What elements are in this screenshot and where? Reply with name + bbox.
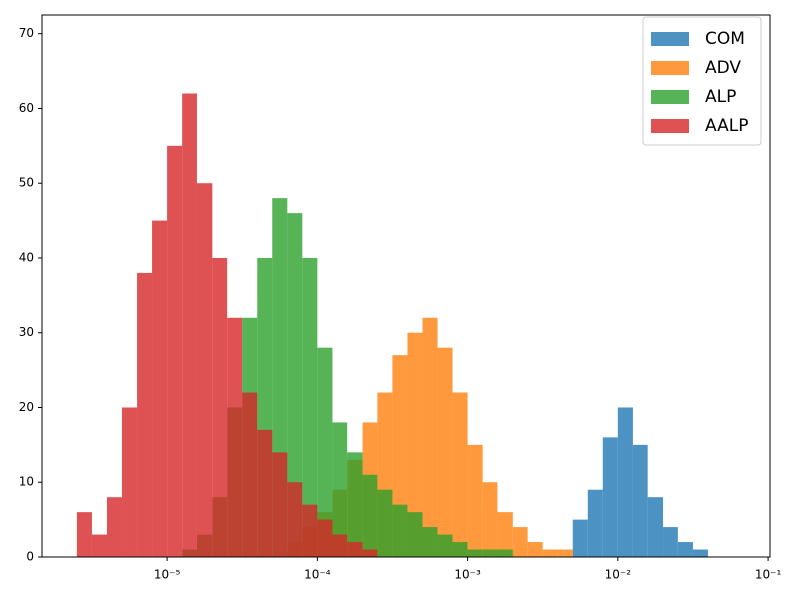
bar: [512, 527, 528, 557]
x-tick-label: 10⁻⁴: [304, 568, 331, 582]
x-tick-label: 10⁻³: [454, 568, 481, 582]
y-tick-label: 40: [19, 250, 34, 264]
legend-swatch: [651, 90, 689, 104]
bar: [677, 542, 693, 557]
legend-box: [642, 16, 762, 146]
x-tick-label: 10⁻⁵: [154, 568, 181, 582]
y-tick-label: 50: [19, 176, 34, 190]
legend-label: ALP: [705, 87, 736, 107]
bar: [302, 504, 318, 557]
bar: [347, 452, 363, 557]
bar: [452, 392, 468, 557]
bar: [91, 534, 107, 557]
bar: [212, 257, 228, 557]
legend-label: AALP: [705, 116, 748, 136]
bar: [407, 332, 423, 557]
bar: [272, 452, 288, 557]
bar: [467, 444, 483, 557]
bar: [452, 542, 468, 557]
y-tick-label: 30: [19, 325, 34, 339]
y-tick-label: 20: [19, 400, 34, 414]
bar: [182, 93, 197, 557]
axes-frame: [41, 14, 771, 558]
bar: [407, 512, 423, 557]
y-tick-label: 70: [19, 26, 34, 40]
x-tick-label: 10⁻²: [605, 568, 632, 582]
bar: [362, 474, 378, 557]
y-tick-label: 10: [19, 475, 34, 489]
bar: [617, 407, 633, 557]
bar: [647, 497, 664, 557]
legend-swatch: [651, 32, 689, 46]
bar: [437, 534, 453, 557]
bar: [422, 317, 438, 557]
bar: [332, 422, 348, 557]
legend-label: ADV: [705, 58, 741, 78]
y-tick-label: 60: [19, 101, 34, 115]
bar: [663, 527, 678, 557]
bar: [632, 444, 648, 557]
bar: [377, 489, 393, 557]
bar: [196, 183, 213, 557]
bar: [287, 213, 303, 557]
bar: [76, 512, 92, 557]
bar: [227, 317, 243, 557]
bar: [242, 392, 258, 557]
bar: [347, 542, 363, 557]
bar: [602, 437, 618, 557]
bar: [557, 549, 573, 557]
bar: [317, 519, 333, 557]
bar: [587, 489, 603, 557]
bar: [257, 429, 273, 557]
bar: [122, 407, 138, 557]
legend-label: COM: [705, 29, 745, 49]
bar: [497, 512, 513, 557]
bar: [362, 549, 378, 557]
bar: [152, 220, 168, 557]
bar: [137, 272, 153, 557]
bar: [497, 549, 513, 557]
x-tick-label: 10⁻¹: [755, 568, 782, 582]
bar: [482, 482, 498, 557]
bar: [392, 504, 408, 557]
legend-swatch: [651, 61, 689, 75]
bar: [437, 347, 453, 557]
plot-area: [76, 93, 708, 558]
bar: [482, 549, 498, 557]
bar: [167, 145, 183, 558]
bar: [332, 534, 348, 557]
legend-swatch: [651, 119, 689, 133]
bar: [422, 527, 438, 557]
bar: [287, 482, 303, 557]
bar: [302, 257, 318, 557]
bar: [106, 497, 123, 557]
bar: [542, 549, 558, 557]
bar: [527, 542, 543, 557]
bar: [572, 519, 588, 557]
y-tick-label: 0: [26, 550, 34, 564]
bar: [467, 549, 483, 557]
bar: [692, 549, 708, 557]
bar: [317, 347, 333, 557]
